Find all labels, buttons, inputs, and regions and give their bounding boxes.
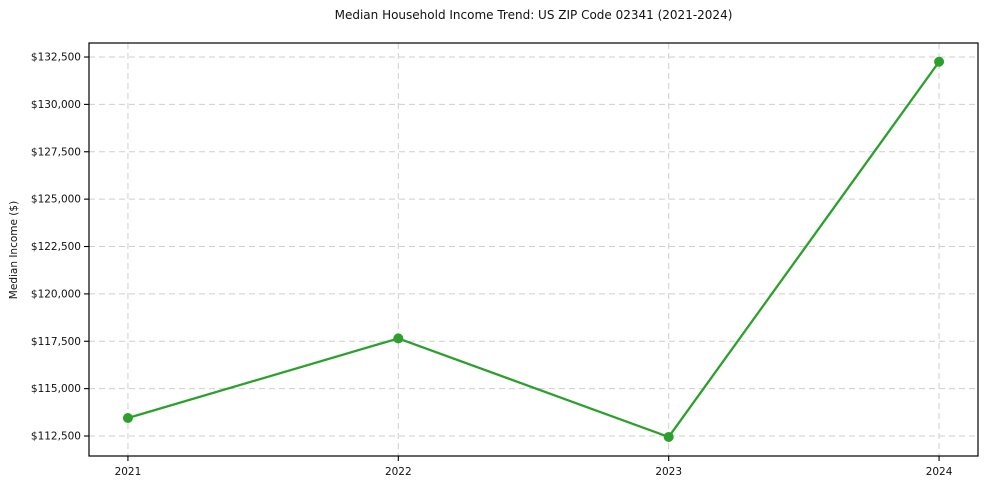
y-tick-label: $122,500 (31, 241, 81, 253)
y-tick-label: $125,000 (31, 194, 81, 206)
y-tick-label: $112,500 (31, 431, 81, 443)
plot-border (88, 42, 979, 457)
y-tick-label: $132,500 (31, 52, 81, 64)
data-point (122, 413, 133, 424)
x-tick-label: 2024 (926, 466, 953, 478)
trend-line (126, 60, 941, 439)
data-point (934, 56, 945, 67)
y-tick-label: $117,500 (31, 336, 81, 348)
x-tick-label: 2022 (385, 466, 412, 478)
y-tick-label: $127,500 (31, 146, 81, 158)
y-tick-label: $120,000 (31, 288, 81, 300)
x-tick-label: 2021 (115, 466, 142, 478)
x-tick-label: 2023 (655, 466, 682, 478)
chart-title: Median Household Income Trend: US ZIP Co… (334, 8, 733, 22)
data-point (663, 431, 674, 442)
data-point (393, 333, 404, 344)
y-tick-label: $130,000 (31, 99, 81, 111)
y-tick-label: $115,000 (31, 383, 81, 395)
